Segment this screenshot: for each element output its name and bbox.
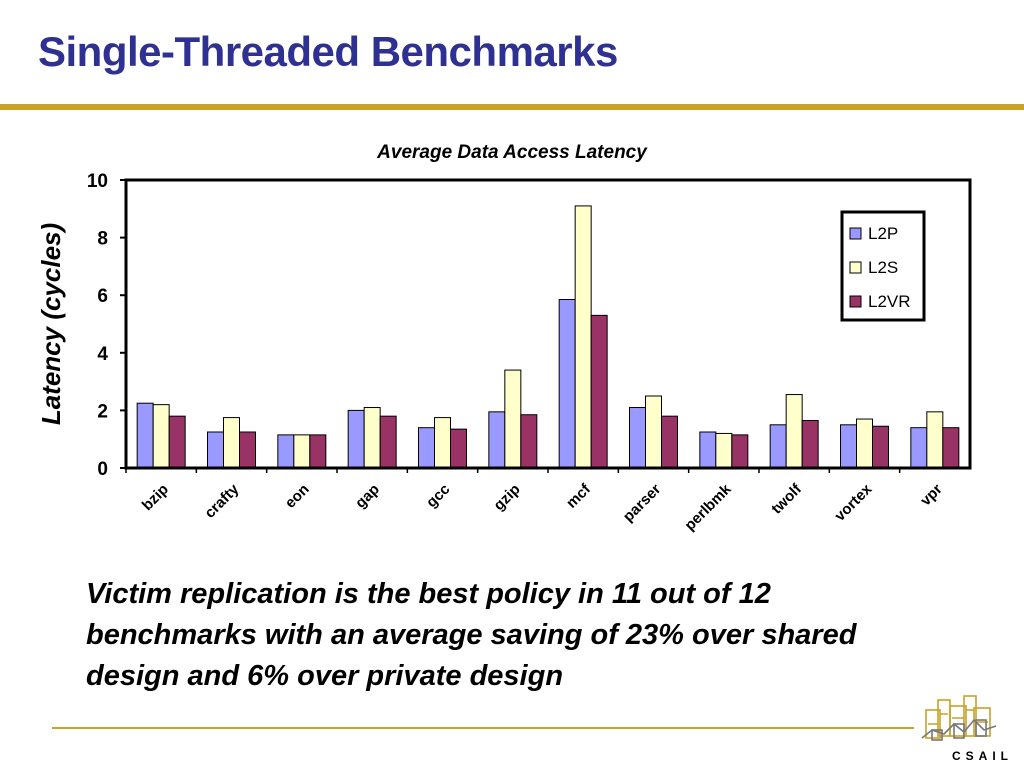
bar-l2p-gcc [418,427,435,469]
caption: Victim replication is the best policy in… [86,578,857,692]
bar-l2vr-gcc [450,428,467,469]
bar-l2s-vortex [856,418,873,469]
slide-title: Single-Threaded Benchmarks [38,28,618,75]
x-tick-label: mcf [563,480,595,512]
x-tick-label: bzip [139,481,172,514]
x-tick-label: gap [352,481,383,512]
y-tick-labels: 0 2 4 6 8 10 [87,171,126,480]
bar-l2s-perlbmk [715,432,733,469]
legend-label-l2s: L2S [868,258,898,277]
bar-l2p-bzip [136,402,154,469]
bar-l2s-gcc [434,417,451,469]
y-tick-label: 10 [87,171,108,192]
y-tick-label: 2 [97,401,108,422]
x-tick-label: eon [282,481,313,512]
bar-l2vr-vpr [942,427,960,469]
bar-l2p-eon [277,434,295,469]
y-tick-label: 8 [97,229,108,250]
bar-l2vr-bzip [168,415,186,469]
bar-l2p-crafty [207,431,224,469]
legend: L2P L2S L2VR [840,210,926,322]
bar-l2p-gap [347,409,365,469]
bar-l2vr-gap [379,415,397,469]
bar-l2s-bzip [152,404,170,469]
y-tick-label: 4 [97,344,108,365]
legend-label-l2vr: L2VR [868,292,911,311]
bars [136,205,960,469]
legend-swatch-l2p [849,227,862,240]
x-tick-label: crafty [201,480,242,521]
bar-l2p-parser [629,407,646,469]
legend-swatch-l2vr [849,295,862,308]
bar-l2p-mcf [558,299,576,469]
bar-l2vr-parser [661,415,678,469]
bar-l2p-vpr [910,427,928,469]
bar-l2vr-twolf [801,419,819,469]
title-rule [0,104,1024,110]
x-tick-label: vpr [917,481,946,510]
y-tick-label: 0 [97,459,108,480]
bar-l2p-twolf [769,424,787,469]
bar-l2vr-perlbmk [731,434,749,469]
x-tick-label: gzip [490,481,523,514]
bar-l2s-parser [645,395,662,469]
bar-l2s-twolf [785,394,803,469]
bar-l2vr-crafty [239,431,256,469]
legend-label-l2p: L2P [868,224,898,243]
legend-swatch-l2s [849,261,862,274]
x-tick-label: twolf [768,480,805,517]
y-tick-label: 6 [97,286,108,307]
bar-l2p-gzip [488,411,506,469]
bar-l2s-gzip [504,369,522,469]
chart-title: Average Data Access Latency [376,142,648,163]
bar-l2vr-eon [309,434,327,469]
bottom-rule [52,727,914,729]
x-tick-label: vortex [831,480,875,524]
bar-l2s-vpr [926,411,944,469]
x-tick-label: parser [620,481,665,526]
x-tick-label: perlbmk [681,480,735,534]
bar-l2p-vortex [840,424,857,469]
bar-l2s-mcf [574,205,592,469]
bar-l2vr-gzip [520,414,538,469]
y-axis-label: Latency (cycles) [36,223,66,425]
x-tick-labels: bzip crafty eon gap gcc gzip mcf parser perlbmk t… [125,468,946,534]
bar-l2p-perlbmk [699,431,717,469]
x-tick-label: gcc [423,481,453,511]
csail-logo-icon [921,695,997,741]
bar-l2s-eon [293,434,311,469]
bar-l2vr-mcf [590,314,608,469]
bar-l2vr-vortex [872,425,889,469]
logo-text: CSAIL [952,749,1013,763]
bar-l2s-crafty [223,417,240,469]
latency-bar-chart: Average Data Access Latency Latency (cyc… [36,142,972,534]
bar-l2s-gap [363,407,381,469]
